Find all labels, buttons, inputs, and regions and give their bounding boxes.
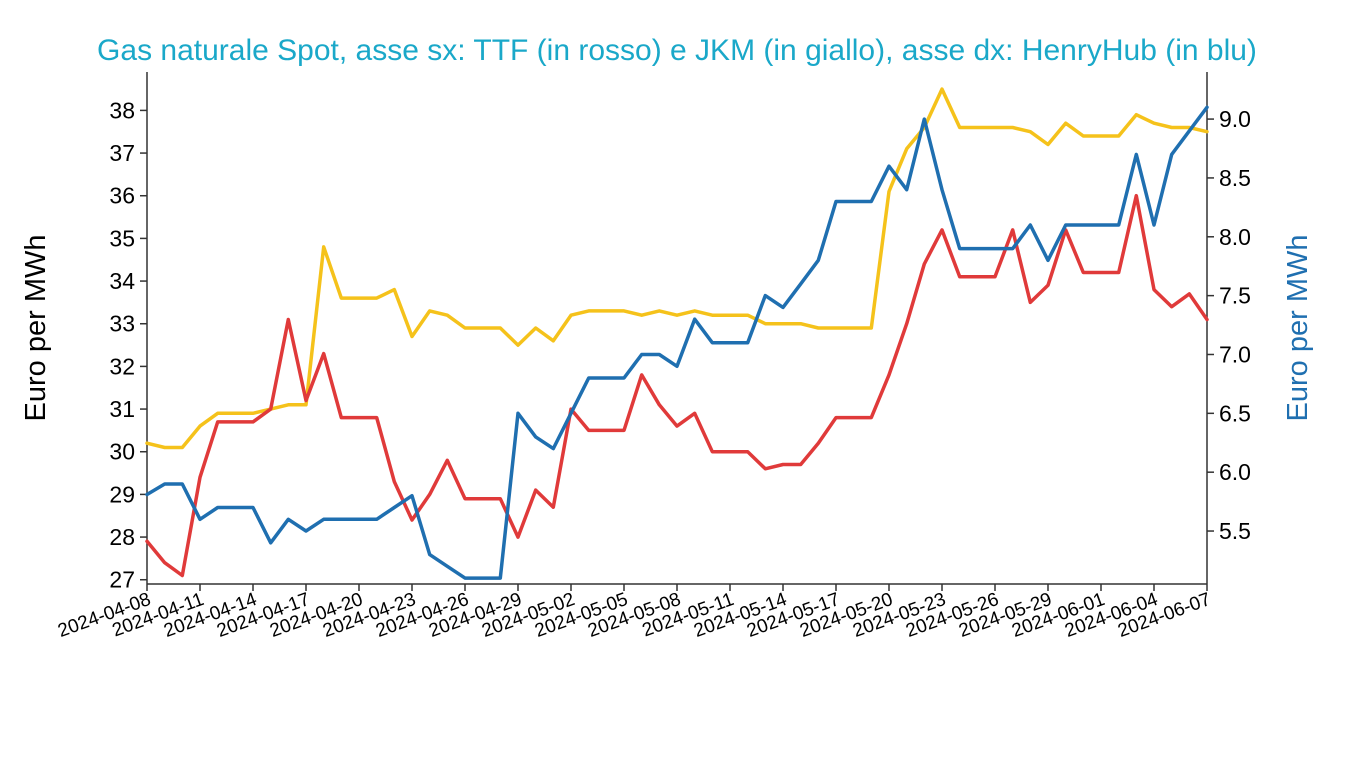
left-tick-label: 38 [109,97,135,123]
left-tick-label: 36 [109,183,135,209]
right-y-ticks: 5.5 6.0 6.5 7.0 7.5 8.0 8.5 9.0 [1207,106,1251,544]
left-tick-label: 28 [109,524,135,550]
series-line-ttf [145,193,1209,578]
right-tick-label: 8.0 [1219,224,1251,250]
series-layer [145,87,1209,580]
left-y-axis-label: Euro per MWh [20,235,52,422]
left-tick-label: 37 [109,140,135,166]
left-tick-label: 33 [109,311,135,337]
left-tick-label: 30 [109,439,135,465]
left-tick-label: 34 [109,268,135,294]
right-tick-label: 9.0 [1219,106,1251,132]
left-tick-label: 29 [109,481,135,507]
left-tick-label: 31 [109,396,135,422]
right-tick-label: 8.5 [1219,165,1251,191]
right-tick-label: 6.0 [1219,459,1251,485]
right-tick-label: 7.0 [1219,341,1251,367]
left-y-ticks: 27 28 29 30 31 32 33 34 35 36 37 38 [109,97,147,593]
left-tick-label: 35 [109,225,135,251]
chart-title: Gas naturale Spot, asse sx: TTF (in ross… [97,34,1257,67]
left-tick-label: 27 [109,567,135,593]
x-ticks: 2024-04-082024-04-112024-04-142024-04-17… [55,584,1214,642]
right-tick-label: 7.5 [1219,283,1251,309]
series-line-jkm [145,87,1209,450]
right-tick-label: 6.5 [1219,400,1251,426]
series-line-henryhub [145,105,1209,580]
left-tick-label: 32 [109,353,135,379]
right-y-axis-label: Euro per MWh [1282,235,1314,422]
right-tick-label: 5.5 [1219,518,1251,544]
